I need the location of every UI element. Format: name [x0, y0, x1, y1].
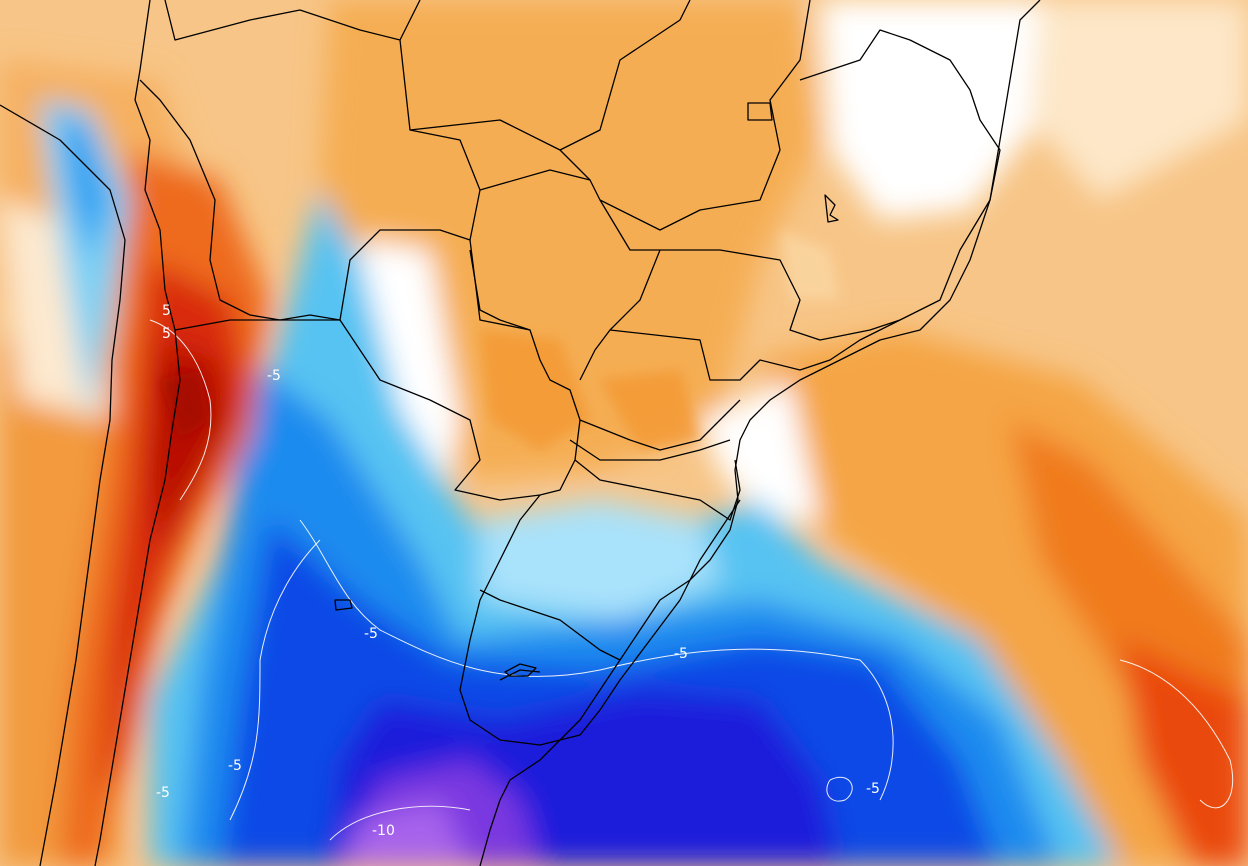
contour-label: -5 [364, 626, 378, 642]
contour-label-group: 5 5 -5 -5 -5 -5 -5 -5 -10 [156, 303, 880, 839]
contour-label: -10 [372, 823, 395, 839]
border-chile-coast [0, 104, 126, 866]
border-atlantic-coast [559, 0, 1041, 741]
border-brazil-south [569, 439, 741, 521]
border-bolivia [139, 0, 481, 321]
lake-feature-3 [334, 599, 353, 611]
border-brazil-states-1 [399, 0, 811, 231]
anomaly-detail [160, 230, 840, 450]
contour-label: -5 [228, 758, 242, 774]
contour-label: 5 [162, 303, 171, 319]
contour-label: -5 [866, 781, 880, 797]
border-chile-argentina [94, 0, 181, 866]
lake-feature-1 [747, 102, 773, 121]
border-argentina-interior [174, 319, 340, 331]
contour-label: -5 [267, 368, 281, 384]
border-brazil-states-2 [469, 29, 1001, 341]
country-borders [0, 0, 1041, 866]
contour-label: -5 [156, 785, 170, 801]
border-brazil-states-3 [579, 249, 901, 451]
contour-label: -5 [674, 646, 688, 662]
border-argentina-coast [479, 739, 561, 866]
lake-feature-2 [824, 194, 839, 223]
lake-feature-4 [504, 663, 537, 677]
contour-label: 5 [162, 326, 171, 342]
contour-lines [149, 319, 1234, 841]
